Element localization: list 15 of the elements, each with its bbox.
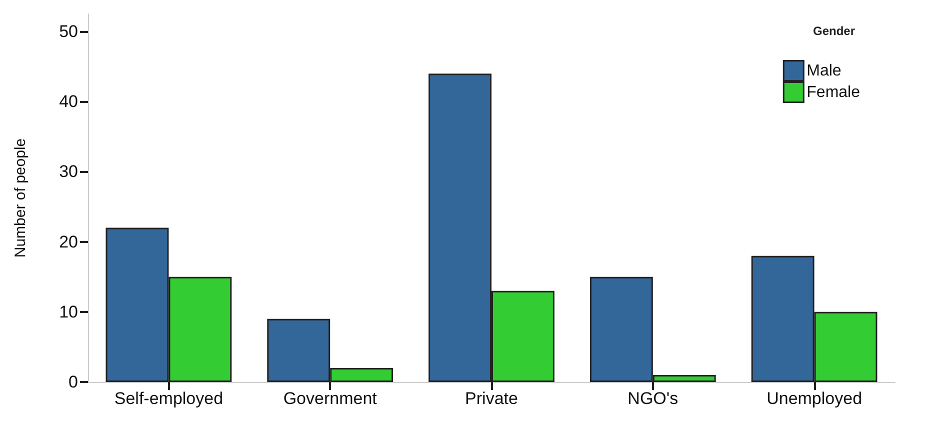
x-tick-label: Self-employed [114, 389, 224, 408]
y-tick-label: 40 [59, 92, 78, 112]
y-tick-label: 20 [59, 232, 78, 252]
y-tick-label: 10 [59, 302, 78, 322]
y-tick-label: 30 [59, 162, 78, 182]
legend-label: Female [806, 84, 860, 101]
y-tick-label: 50 [59, 22, 78, 42]
y-tick-label: 0 [68, 372, 78, 392]
legend-label: Male [806, 62, 842, 80]
x-tick-label: NGO's [628, 389, 678, 408]
x-tick-label: Government [283, 389, 378, 408]
y-axis-title: Number of people [12, 138, 29, 258]
x-tick-label: Private [465, 389, 518, 408]
x-tick-label: Unemployed [766, 389, 862, 408]
legend-title: Gender [812, 24, 856, 38]
